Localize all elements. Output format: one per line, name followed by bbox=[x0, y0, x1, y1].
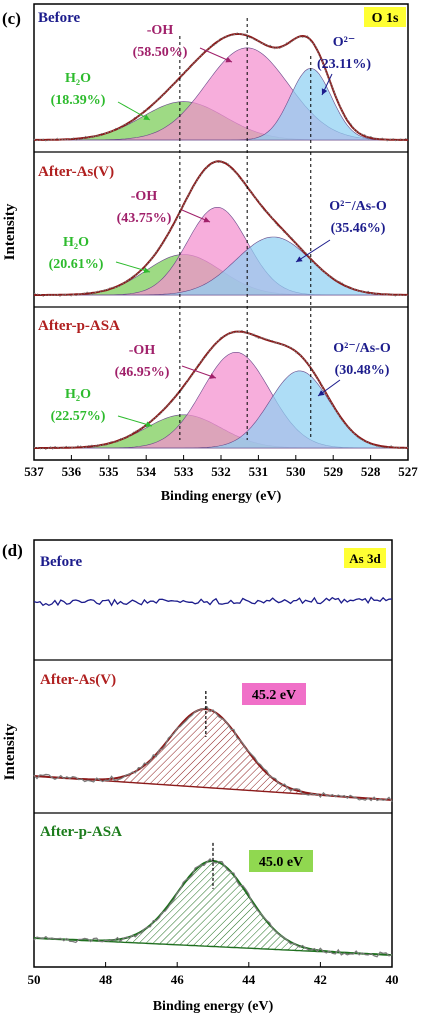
panel-c-labels: Before -OH (58.50%) H₂O (18.39%) O²⁻ (23… bbox=[38, 10, 391, 428]
d-pasa-peak-badge bbox=[249, 850, 313, 872]
panel-d: (d) 50 48 46 44 42 40 As 3d Intensity Binding… bbox=[2, 539, 399, 1014]
panel-c-plots bbox=[33, 32, 409, 450]
c-series-2 bbox=[33, 329, 409, 450]
as3d-badge bbox=[344, 548, 386, 568]
c-x-tick-label: 533 bbox=[174, 464, 194, 479]
c-pasa-h2o-pct: (22.57%) bbox=[51, 409, 106, 424]
c-x-tick-label: 532 bbox=[211, 464, 231, 479]
o1s-badge bbox=[364, 7, 406, 27]
d-pasa-peak-label: 45.0 eV bbox=[259, 855, 303, 870]
c-pasa-oh-arrow bbox=[181, 365, 217, 379]
c-asv-title: After-As(V) bbox=[38, 164, 114, 180]
c-asv-oh-arrow bbox=[181, 209, 211, 223]
d-asv-peak-badge bbox=[242, 683, 306, 705]
d-asv-title: After-As(V) bbox=[40, 672, 116, 688]
panel-d-frame bbox=[33, 539, 393, 968]
c-series-1-envelope bbox=[34, 160, 408, 296]
c-pasa-o2-label: O²⁻/As-O bbox=[333, 341, 391, 356]
c-pasa-oh-pct: (46.95%) bbox=[115, 365, 170, 380]
c-x-tick-label: 529 bbox=[323, 464, 343, 479]
c-before-o2-label: O²⁻ bbox=[333, 35, 355, 50]
d-before-title: Before bbox=[40, 554, 83, 570]
panel-c-y-label: Intensity bbox=[2, 203, 18, 260]
c-x-tick-label: 536 bbox=[62, 464, 82, 479]
c-x-tick-label: 534 bbox=[136, 464, 156, 479]
d-series-0 bbox=[33, 596, 393, 607]
d-x-tick-label: 48 bbox=[99, 972, 113, 987]
panel-c: (c) 537 536 535 534 533 532 531 530 529 528 527 O … bbox=[2, 3, 418, 504]
as3d-badge-text: As 3d bbox=[349, 551, 381, 566]
c-asv-o2-arrow bbox=[295, 239, 331, 263]
d-x-tick-label: 40 bbox=[386, 972, 399, 987]
c-pasa-h2o-label: H₂O bbox=[65, 387, 91, 402]
d-x-tick-label: 46 bbox=[171, 972, 185, 987]
c-before-oh-pct: (58.50%) bbox=[133, 45, 188, 60]
panel-d-y-label: Intensity bbox=[2, 723, 18, 780]
d-x-tick-label: 42 bbox=[314, 972, 327, 987]
c-pasa-title: After-p-ASA bbox=[38, 318, 120, 334]
panel-c-tag: (c) bbox=[2, 9, 21, 28]
c-before-o2-arrow bbox=[321, 73, 333, 96]
c-asv-oh-label: -OH bbox=[131, 189, 158, 204]
c-pasa-o2-pct: (30.48%) bbox=[335, 363, 390, 378]
panel-c-x-axis: 537 536 535 534 533 532 531 530 529 528 527 bbox=[24, 455, 418, 479]
c-x-tick-label: 528 bbox=[361, 464, 381, 479]
panel-d-tag: (d) bbox=[2, 541, 23, 560]
d-series-1-raw bbox=[33, 705, 393, 803]
c-series-0-component-O2- bbox=[34, 68, 408, 141]
c-series-2-raw bbox=[33, 329, 409, 450]
o1s-badge-text: O 1s bbox=[372, 11, 399, 26]
c-x-tick-label: 531 bbox=[249, 464, 269, 479]
c-asv-h2o-arrow bbox=[115, 261, 151, 274]
d-series-1 bbox=[33, 691, 393, 803]
panel-d-labels: Before After-As(V) 45.2 eV After-p-ASA 4… bbox=[40, 554, 313, 872]
c-pasa-h2o-arrow bbox=[117, 415, 153, 428]
c-pasa-oh-label: -OH bbox=[129, 343, 156, 358]
d-series-1-peak-area bbox=[34, 709, 392, 800]
c-before-title: Before bbox=[38, 10, 81, 26]
panel-c-reference-lines bbox=[179, 18, 312, 440]
d-series-1-fit bbox=[33, 707, 393, 801]
panel-d-x-label: Binding energy (eV) bbox=[153, 999, 274, 1014]
c-x-tick-label: 530 bbox=[286, 464, 306, 479]
c-asv-o2-pct: (35.46%) bbox=[331, 221, 386, 236]
c-before-oh-arrow bbox=[199, 47, 233, 63]
c-x-tick-label: 535 bbox=[99, 464, 119, 479]
c-series-0-raw bbox=[33, 32, 409, 142]
c-asv-o2-label: O²⁻/As-O bbox=[329, 199, 387, 214]
d-series-0-raw bbox=[33, 596, 393, 607]
d-x-tick-label: 44 bbox=[242, 972, 256, 987]
c-asv-h2o-label: H₂O bbox=[63, 235, 89, 250]
panel-d-plots bbox=[33, 596, 393, 958]
c-before-h2o-label: H₂O bbox=[65, 71, 91, 86]
c-x-tick-label: 537 bbox=[24, 464, 44, 479]
c-asv-oh-pct: (43.75%) bbox=[117, 211, 172, 226]
c-series-0 bbox=[33, 32, 409, 142]
c-x-tick-label: 527 bbox=[398, 464, 418, 479]
c-asv-h2o-pct: (20.61%) bbox=[49, 257, 104, 272]
d-x-tick-label: 50 bbox=[28, 972, 41, 987]
d-asv-peak-label: 45.2 eV bbox=[252, 688, 296, 703]
c-series-1-raw bbox=[33, 160, 409, 297]
c-pasa-o2-arrow bbox=[317, 379, 341, 397]
c-before-h2o-pct: (18.39%) bbox=[51, 93, 106, 108]
c-before-h2o-arrow bbox=[117, 101, 151, 121]
d-pasa-title: After-p-ASA bbox=[40, 824, 122, 840]
panel-c-x-label: Binding energy (eV) bbox=[161, 489, 282, 504]
d-series-2-peak-area bbox=[34, 860, 392, 955]
c-series-1 bbox=[33, 160, 409, 297]
c-before-o2-pct: (23.11%) bbox=[317, 57, 371, 72]
c-before-oh-label: -OH bbox=[147, 23, 174, 38]
d-series-2 bbox=[33, 842, 393, 958]
panel-d-x-axis: 50 48 46 44 42 40 bbox=[28, 962, 399, 987]
d-series-2-raw bbox=[33, 858, 393, 958]
